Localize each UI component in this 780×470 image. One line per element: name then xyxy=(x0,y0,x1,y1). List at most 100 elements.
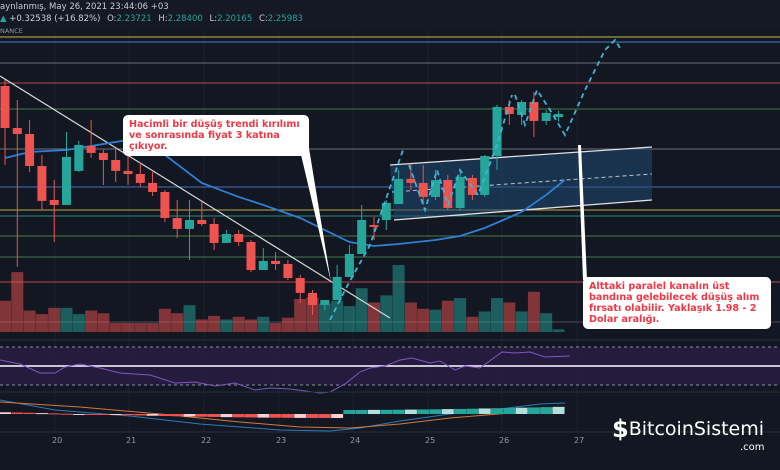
volume-bar xyxy=(158,308,171,332)
volume-bar xyxy=(97,313,110,332)
candle xyxy=(62,132,71,205)
macd-histogram-bar xyxy=(85,414,98,415)
candle xyxy=(455,170,465,210)
x-axis-label: 20 xyxy=(52,436,63,445)
volume-bar xyxy=(318,303,331,332)
high-label: H: xyxy=(158,14,168,24)
candle-body xyxy=(443,180,453,208)
volume-bar xyxy=(380,295,393,332)
candle-body xyxy=(135,174,145,183)
volume-bar xyxy=(478,311,491,332)
open-value: 2.23721 xyxy=(116,14,152,24)
candle-body xyxy=(455,176,465,208)
volume-bar xyxy=(146,323,159,332)
x-axis-label: 27 xyxy=(574,436,585,445)
candle xyxy=(381,200,391,230)
candle xyxy=(394,170,404,204)
candle xyxy=(12,100,22,267)
volume-bar xyxy=(195,319,208,332)
macd-histogram-bar xyxy=(331,414,344,418)
candle-body xyxy=(332,276,342,300)
candle xyxy=(320,300,330,310)
macd-histogram-bar xyxy=(48,413,61,415)
candle-body xyxy=(74,144,84,171)
candle-body xyxy=(209,224,219,243)
macd-histogram-bar xyxy=(60,413,73,415)
volume-bar xyxy=(183,305,196,332)
macd-histogram-bar xyxy=(318,414,331,418)
candle xyxy=(221,230,231,243)
candle xyxy=(332,264,342,300)
candle xyxy=(308,290,317,315)
candle xyxy=(258,248,268,270)
volume-bar xyxy=(281,317,294,332)
macd-histogram-bar xyxy=(355,409,368,414)
up-arrow-icon: ▲ xyxy=(0,14,7,24)
callout-trend-break[interactable]: Hacimli bir düşüş trendi kırılımı ve son… xyxy=(123,115,309,156)
macd-histogram-bar xyxy=(232,414,245,418)
candle xyxy=(283,260,293,280)
bitcoin-dollar-icon: $ xyxy=(612,415,629,443)
candle-body xyxy=(517,102,527,115)
timestamp-text: aynlanmış, May 26, 2021 23:44:06 +03 xyxy=(0,2,169,12)
volume-bar xyxy=(60,307,73,332)
candle-body xyxy=(320,300,330,305)
macd-histogram-bar xyxy=(392,409,405,414)
volume-bar xyxy=(171,313,184,332)
candle-body xyxy=(492,106,502,156)
candle-body xyxy=(246,242,256,270)
candle-body xyxy=(283,264,293,278)
rsi-pane xyxy=(0,339,780,394)
macd-histogram-bar xyxy=(195,414,208,417)
volume-bars xyxy=(0,265,565,332)
candle xyxy=(541,110,551,125)
volume-bar xyxy=(72,314,85,332)
channel-upper-line[interactable] xyxy=(389,146,653,166)
volume-bar xyxy=(503,302,516,332)
macd-histogram-bar xyxy=(0,412,11,414)
volume-bar xyxy=(134,323,147,332)
candle xyxy=(246,240,256,272)
macd-histogram-bar xyxy=(97,414,110,415)
candle-body xyxy=(123,170,133,174)
candle-body xyxy=(49,200,59,205)
candle-body xyxy=(369,224,379,227)
ohlc-legend: ▲ +0.32538 (+16.82%) O:2.23721 H:2.28400… xyxy=(0,14,303,25)
candle xyxy=(197,202,207,226)
candles xyxy=(0,80,563,315)
x-axis-label: 22 xyxy=(201,436,212,445)
x-axis-label: 26 xyxy=(499,436,510,445)
volume-bar xyxy=(355,288,368,332)
candle xyxy=(111,148,121,182)
candle-body xyxy=(37,166,47,201)
macd-histogram-bar xyxy=(503,407,516,414)
projection-path[interactable] xyxy=(329,38,621,321)
candle-body xyxy=(234,234,244,242)
candle-body xyxy=(431,180,440,197)
candle xyxy=(74,140,84,172)
volume-bar xyxy=(417,308,430,332)
candle xyxy=(234,230,244,246)
macd-histogram-bar xyxy=(294,414,307,418)
high-value: 2.28400 xyxy=(167,14,203,24)
candle xyxy=(492,104,502,170)
callout-buy-zone[interactable]: Alttaki paralel kanalın üst bandına gele… xyxy=(583,277,771,329)
candle xyxy=(0,80,10,165)
candle xyxy=(123,150,133,185)
candle xyxy=(148,172,158,196)
candle-body xyxy=(172,218,182,229)
macd-histogram-bar xyxy=(478,408,491,414)
candle xyxy=(160,190,170,222)
macd-histogram-bar xyxy=(552,406,565,414)
candle-body xyxy=(197,220,207,224)
macd-histogram-bar xyxy=(343,409,356,414)
close-label: C: xyxy=(258,14,268,24)
candle-body xyxy=(12,128,22,134)
macd-histogram-bar xyxy=(306,414,319,418)
macd-histogram-bar xyxy=(11,412,24,414)
candle xyxy=(271,252,281,270)
volume-bar xyxy=(122,323,134,332)
chart-title-line: aynlanmış, May 26, 2021 23:44:06 +03 xyxy=(0,2,169,13)
macd-histogram-bar xyxy=(281,414,294,418)
